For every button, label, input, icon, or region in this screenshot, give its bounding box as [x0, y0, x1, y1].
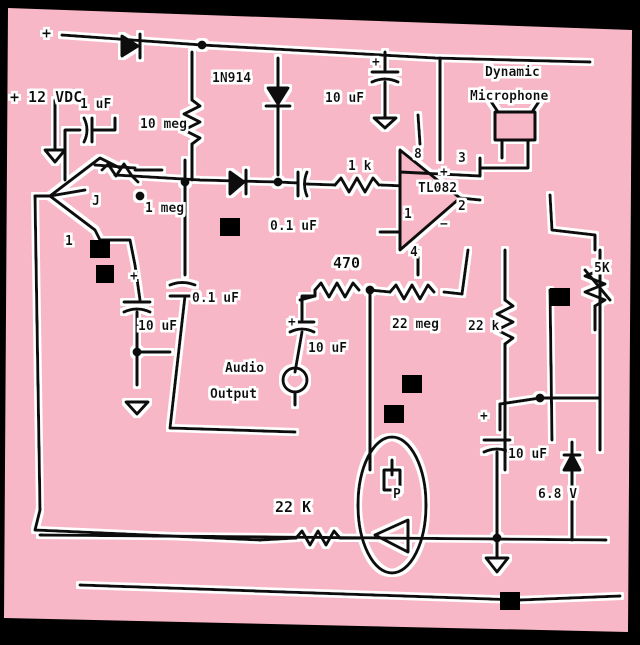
r-series-label: 1 k: [348, 159, 372, 174]
piezo-label: P: [393, 487, 401, 502]
mic-label-2: Microphone: [470, 89, 548, 104]
piezo-oval: [356, 435, 428, 575]
cap-1uf: [82, 116, 89, 144]
piezo-triangle: [373, 518, 410, 554]
paper-background: [4, 8, 632, 632]
resistor-1k: [333, 176, 381, 194]
wiring: [33, 32, 622, 602]
opamp-pin-inv: 2: [458, 199, 466, 214]
redaction-squares: [90, 218, 570, 610]
opamp-pin-out: 1: [404, 207, 412, 222]
pot-5k: [583, 260, 607, 308]
opamp-pin-vcc: 8: [414, 147, 422, 162]
mic-label-1: Dynamic: [485, 65, 540, 80]
resistor-1meg: [100, 162, 140, 184]
opamp-pin-gnd: 4: [410, 245, 418, 260]
cap-supply-label: 10 uF: [325, 91, 364, 106]
diode-1n914: [266, 86, 290, 106]
audio-output-line2: Output: [210, 387, 257, 402]
resistor-22k-right: [495, 298, 515, 346]
cap-10uf-left-plus: +: [130, 269, 138, 284]
cap-10uf-right-plus: +: [480, 409, 488, 424]
microphone-body: [493, 110, 537, 142]
opamp-part-label: TL082: [418, 181, 457, 196]
audio-output-line1: Audio: [225, 361, 264, 376]
input-cap-pin-label: 1: [65, 234, 73, 249]
supply-diode: [120, 34, 140, 58]
resistor-10meg: [182, 98, 202, 146]
resistor-22k-bottom: [294, 529, 342, 547]
supply-rail: [60, 33, 592, 64]
ground-bottom: [484, 556, 510, 574]
diode-part-label: 1N914: [212, 71, 251, 86]
zener-label: 6.8 V: [538, 487, 577, 502]
cap-0.1uf-left: [168, 281, 197, 287]
cap-audio-plus: +: [288, 315, 296, 330]
r-22k-bottom-label: 22 K: [275, 498, 311, 516]
cap-01uf-left-label: 0.1 uF: [192, 291, 239, 306]
supply-plus-label: +: [42, 24, 51, 42]
r-bias-top-label: 10 meg: [140, 117, 187, 132]
opamp-minus-label: −: [440, 217, 448, 232]
jfet-label: J: [92, 194, 100, 209]
resistor-470: [313, 281, 361, 299]
r-470-label: 470: [333, 254, 360, 272]
resistor-22meg: [388, 283, 436, 301]
cap-audio-label: 10 uF: [308, 341, 347, 356]
opamp-pin-noninv: 3: [458, 151, 466, 166]
cap-10uf-right-label: 10 uF: [508, 447, 547, 462]
signal-line: [113, 173, 280, 184]
ground-left: [43, 148, 67, 164]
ground-top: [372, 116, 398, 130]
r-22k-right-label: 22 k: [468, 319, 499, 334]
zener: [562, 453, 582, 472]
r-bias-side-label: 1 meg: [145, 201, 184, 216]
supply-voltage-label: + 12 VDC: [10, 88, 82, 106]
opamp-plus-label: +: [440, 165, 448, 180]
input-cap-label: 1 uF: [80, 97, 111, 112]
ground-left-bottom: [124, 400, 150, 416]
pot-5k-label: 5K: [594, 261, 610, 276]
cap-10uf-left-label: 10 uF: [138, 319, 177, 334]
coupling-diode: [228, 170, 246, 196]
cap-coupling-label: 0.1 uF: [270, 219, 317, 234]
r-22meg-label: 22 meg: [392, 317, 439, 332]
cap-supply-plus-label: +: [372, 55, 380, 70]
